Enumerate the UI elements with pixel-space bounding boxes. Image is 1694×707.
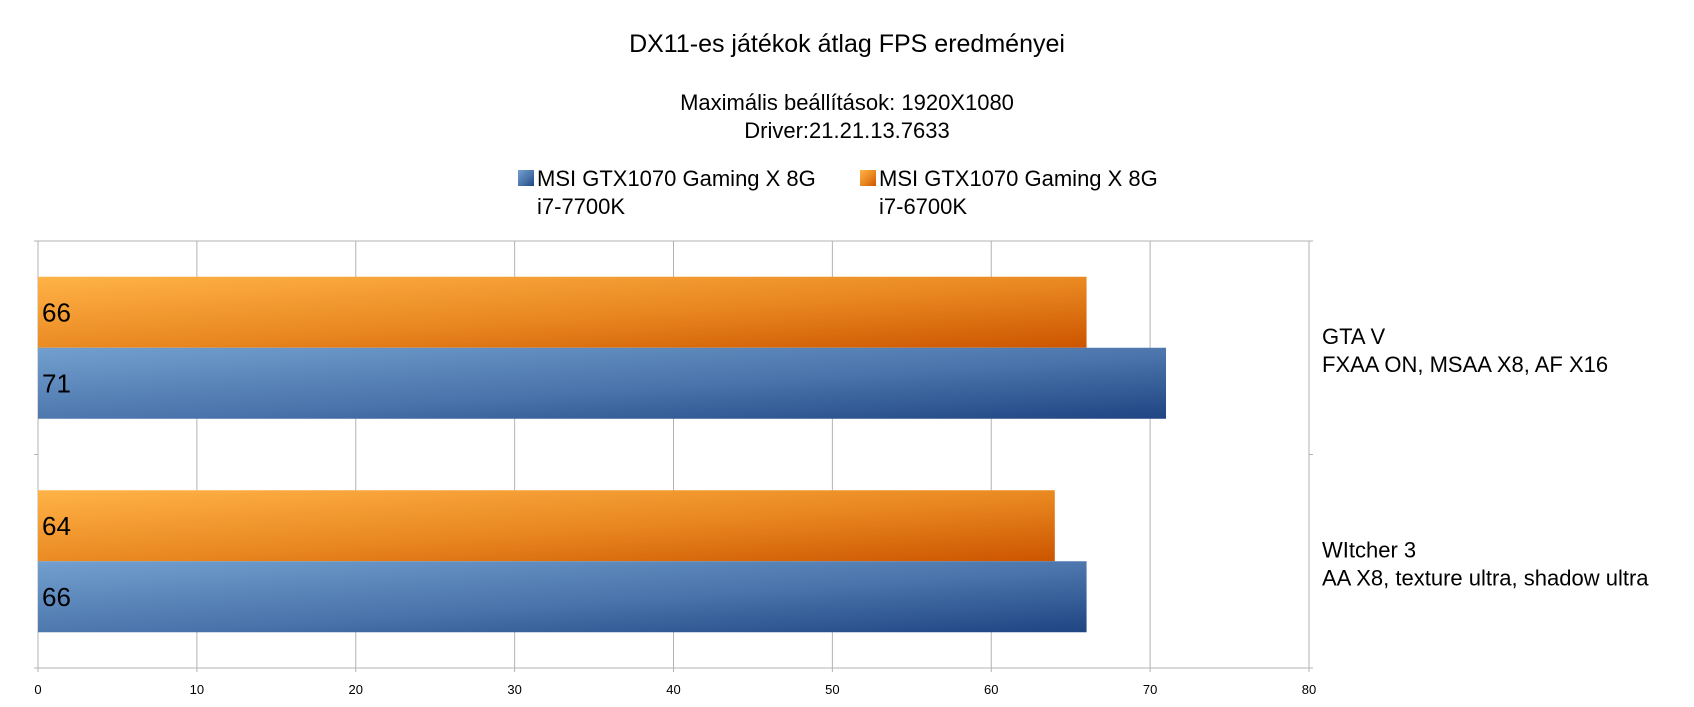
legend-label-line-1: MSI GTX1070 Gaming X 8G: [537, 166, 816, 191]
chart-subtitle-line-1: Maximális beállítások: 1920X1080: [680, 90, 1014, 115]
x-tick-label: 60: [984, 682, 998, 697]
x-tick-label: 20: [349, 682, 363, 697]
legend-swatch-orange: [860, 170, 876, 186]
x-tick-label: 0: [34, 682, 41, 697]
chart-subtitle-line-2: Driver:21.21.13.7633: [744, 118, 949, 143]
x-tick-label: 80: [1302, 682, 1316, 697]
plot-area: 0 10 20 30 40 50 60 70 80 66 71 GTA V FXAA ON, MSAA …: [34, 240, 1649, 697]
legend-swatch-blue: [518, 170, 534, 186]
category-label: GTA V: [1322, 324, 1385, 349]
x-tick-label: 70: [1143, 682, 1157, 697]
bar: [38, 490, 1055, 562]
legend-label-line-2: i7-6700K: [879, 194, 967, 219]
legend-item-i7-7700k: MSI GTX1070 Gaming X 8G i7-7700K: [518, 166, 816, 219]
data-label: 66: [42, 582, 71, 612]
x-tick-label: 30: [507, 682, 521, 697]
category-label: FXAA ON, MSAA X8, AF X16: [1322, 352, 1608, 377]
category-label: WItcher 3: [1322, 537, 1416, 562]
legend-item-i7-6700k: MSI GTX1070 Gaming X 8G i7-6700K: [860, 166, 1158, 219]
data-label: 66: [42, 297, 71, 327]
legend-label-line-2: i7-7700K: [537, 194, 625, 219]
x-tick-label: 40: [666, 682, 680, 697]
legend: MSI GTX1070 Gaming X 8G i7-7700K MSI GTX…: [518, 166, 1158, 219]
data-label: 71: [42, 368, 71, 398]
bar: [38, 347, 1167, 419]
data-label: 64: [42, 511, 71, 541]
bar: [38, 561, 1087, 633]
bar: [38, 276, 1087, 348]
chart-title: DX11-es játékok átlag FPS eredményei: [629, 30, 1065, 58]
legend-label-line-1: MSI GTX1070 Gaming X 8G: [879, 166, 1158, 191]
x-tick-label: 10: [190, 682, 204, 697]
x-tick-label: 50: [825, 682, 839, 697]
category-label: AA X8, texture ultra, shadow ultra: [1322, 565, 1649, 590]
